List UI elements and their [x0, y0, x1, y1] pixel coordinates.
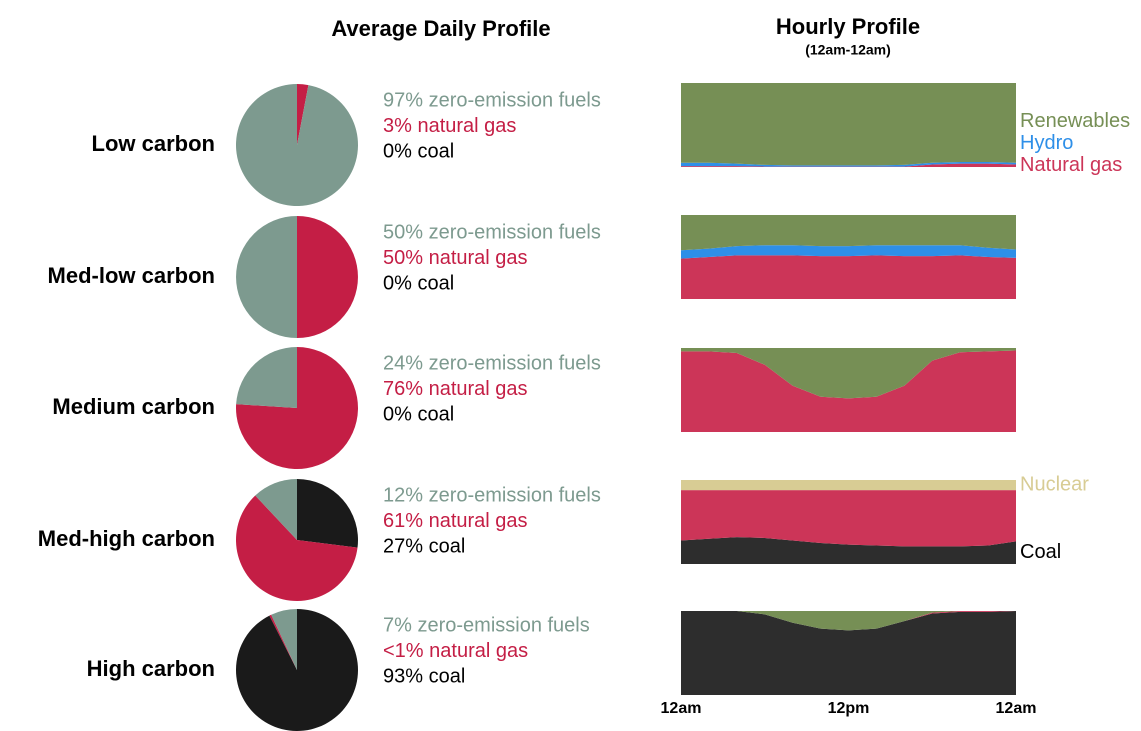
- pie-slice: [297, 84, 309, 145]
- area-band: [681, 83, 1016, 166]
- value-label: 50% natural gas: [383, 247, 528, 269]
- value-label: 27% coal: [383, 535, 465, 557]
- value-label: 0% coal: [383, 272, 454, 294]
- series-label: Renewables: [1020, 110, 1130, 132]
- area-band: [681, 245, 1016, 259]
- area-band: [681, 480, 1016, 491]
- row-label: Med-high carbon: [38, 526, 215, 551]
- row-label: Low carbon: [92, 131, 215, 156]
- x-tick-label: 12am: [661, 700, 702, 717]
- pie-slice: [271, 609, 297, 670]
- value-label: 0% coal: [383, 403, 454, 425]
- series-label: Nuclear: [1020, 473, 1089, 495]
- value-label: 97% zero-emission fuels: [383, 89, 601, 111]
- area-band: [681, 611, 1016, 695]
- row-label: Med-low carbon: [48, 263, 215, 288]
- series-label: Coal: [1020, 541, 1061, 563]
- area-band: [681, 161, 1016, 167]
- daily-title: Average Daily Profile: [331, 16, 550, 41]
- row-label: Medium carbon: [52, 394, 215, 419]
- value-label: 0% coal: [383, 140, 454, 162]
- value-label: 24% zero-emission fuels: [383, 352, 601, 374]
- row-label: High carbon: [87, 656, 215, 681]
- pie-slice: [297, 479, 358, 548]
- pie-slice: [236, 216, 297, 338]
- pie-slice: [235, 495, 358, 601]
- area-band: [681, 537, 1016, 564]
- x-tick-label: 12am: [996, 700, 1037, 717]
- series-label: Natural gas: [1020, 154, 1122, 176]
- value-label: 7% zero-emission fuels: [383, 614, 590, 636]
- value-label: 61% natural gas: [383, 510, 528, 532]
- pie-slice: [236, 347, 297, 408]
- hourly-subtitle: (12am-12am): [805, 42, 891, 58]
- area-band: [681, 348, 1016, 399]
- value-label: 93% coal: [383, 665, 465, 687]
- area-band: [681, 350, 1016, 432]
- pie-slice: [269, 614, 297, 670]
- value-label: 50% zero-emission fuels: [383, 221, 601, 243]
- area-band: [681, 611, 1016, 631]
- hourly-title: Hourly Profile: [776, 14, 920, 39]
- value-label: 12% zero-emission fuels: [383, 484, 601, 506]
- pie-slice: [235, 609, 358, 731]
- area-band: [681, 255, 1016, 299]
- pie-slice: [297, 216, 358, 338]
- value-label: 3% natural gas: [383, 115, 516, 137]
- x-tick-label: 12pm: [828, 700, 870, 717]
- value-label: 76% natural gas: [383, 378, 528, 400]
- area-band: [681, 490, 1016, 547]
- pie-slice: [235, 84, 358, 206]
- pie-slice: [255, 479, 297, 540]
- series-label: Hydro: [1020, 132, 1073, 154]
- area-band: [681, 215, 1016, 251]
- value-label: <1% natural gas: [383, 640, 528, 662]
